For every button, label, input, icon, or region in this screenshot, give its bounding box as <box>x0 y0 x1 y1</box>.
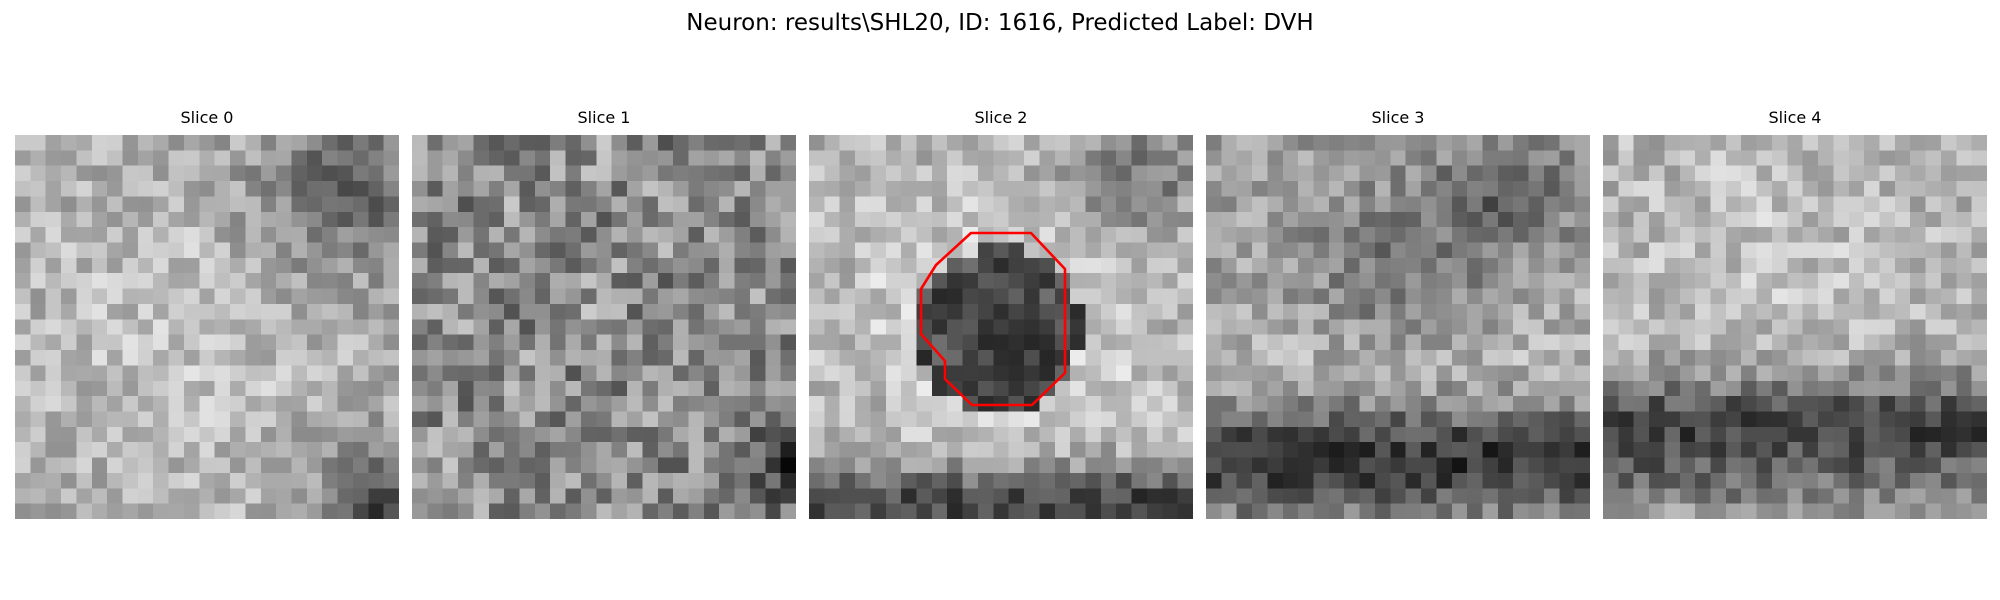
slice-title-3: Slice 3 <box>1371 108 1425 127</box>
slice-title-0: Slice 0 <box>180 108 234 127</box>
slice-image-2 <box>809 135 1193 519</box>
slice-image-3 <box>1206 135 1590 519</box>
slice-title-1: Slice 1 <box>577 108 631 127</box>
slice-title-4: Slice 4 <box>1768 108 1822 127</box>
slice-title-2: Slice 2 <box>974 108 1028 127</box>
slice-image-0 <box>15 135 399 519</box>
slice-panel-1: Slice 1 <box>412 108 796 520</box>
slice-panel-3: Slice 3 <box>1206 108 1590 520</box>
slice-panel-2: Slice 2 <box>809 108 1193 520</box>
slice-panel-0: Slice 0 <box>15 108 399 520</box>
figure-title: Neuron: results\SHL20, ID: 1616, Predict… <box>686 10 1314 36</box>
segmentation-contour <box>919 231 1067 407</box>
slice-image-4 <box>1603 135 1987 519</box>
slice-image-1 <box>412 135 796 519</box>
slice-panel-4: Slice 4 <box>1603 108 1987 520</box>
